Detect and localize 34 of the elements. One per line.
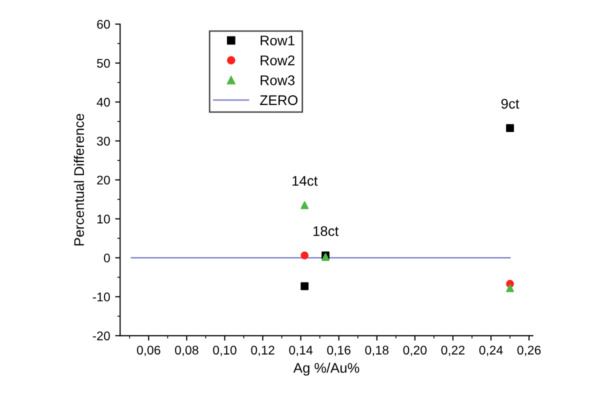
point: [506, 284, 514, 292]
legend-label: Row1: [260, 36, 294, 46]
y-tick-label: 20: [97, 176, 110, 185]
x-tick-label: 0,24: [479, 346, 503, 356]
annotation: 9ct: [501, 98, 520, 109]
point: [300, 251, 309, 260]
point: [300, 282, 309, 290]
y-tick-label: 50: [96, 58, 110, 68]
annotation: 18ct: [313, 226, 339, 236]
x-tick-label: 0,22: [441, 346, 464, 356]
legend-label: Row3: [260, 75, 295, 86]
y-tick-label: 60: [97, 20, 110, 29]
y-tick-label: -20: [92, 331, 110, 340]
y-axis-title: Percentual Difference: [74, 114, 84, 246]
x-tick-label: 0,16: [327, 346, 350, 356]
y-tick-label: 30: [96, 136, 110, 146]
y-tick-label: 10: [97, 214, 110, 224]
point: [506, 124, 514, 132]
y-tick-label: -10: [92, 292, 110, 302]
annotation: 14ct: [292, 176, 318, 186]
legend-label: ZERO: [260, 95, 298, 106]
x-tick-label: 0,10: [213, 346, 236, 356]
legend-label: Row2: [260, 55, 294, 66]
x-tick-label: 0,08: [175, 346, 198, 356]
x-tick-label: 0,20: [403, 346, 427, 356]
x-tick-label: 0,14: [289, 346, 313, 356]
y-tick-label: 40: [96, 98, 110, 107]
x-tick-label: 0,26: [517, 346, 541, 356]
point: [300, 201, 309, 210]
x-tick-label: 0,06: [136, 346, 160, 356]
y-tick-label: 0: [104, 254, 110, 262]
x-axis-title: Ag %/Au%: [293, 362, 360, 376]
x-tick-label: 0,12: [251, 346, 274, 356]
x-tick-label: 0,18: [365, 346, 389, 356]
